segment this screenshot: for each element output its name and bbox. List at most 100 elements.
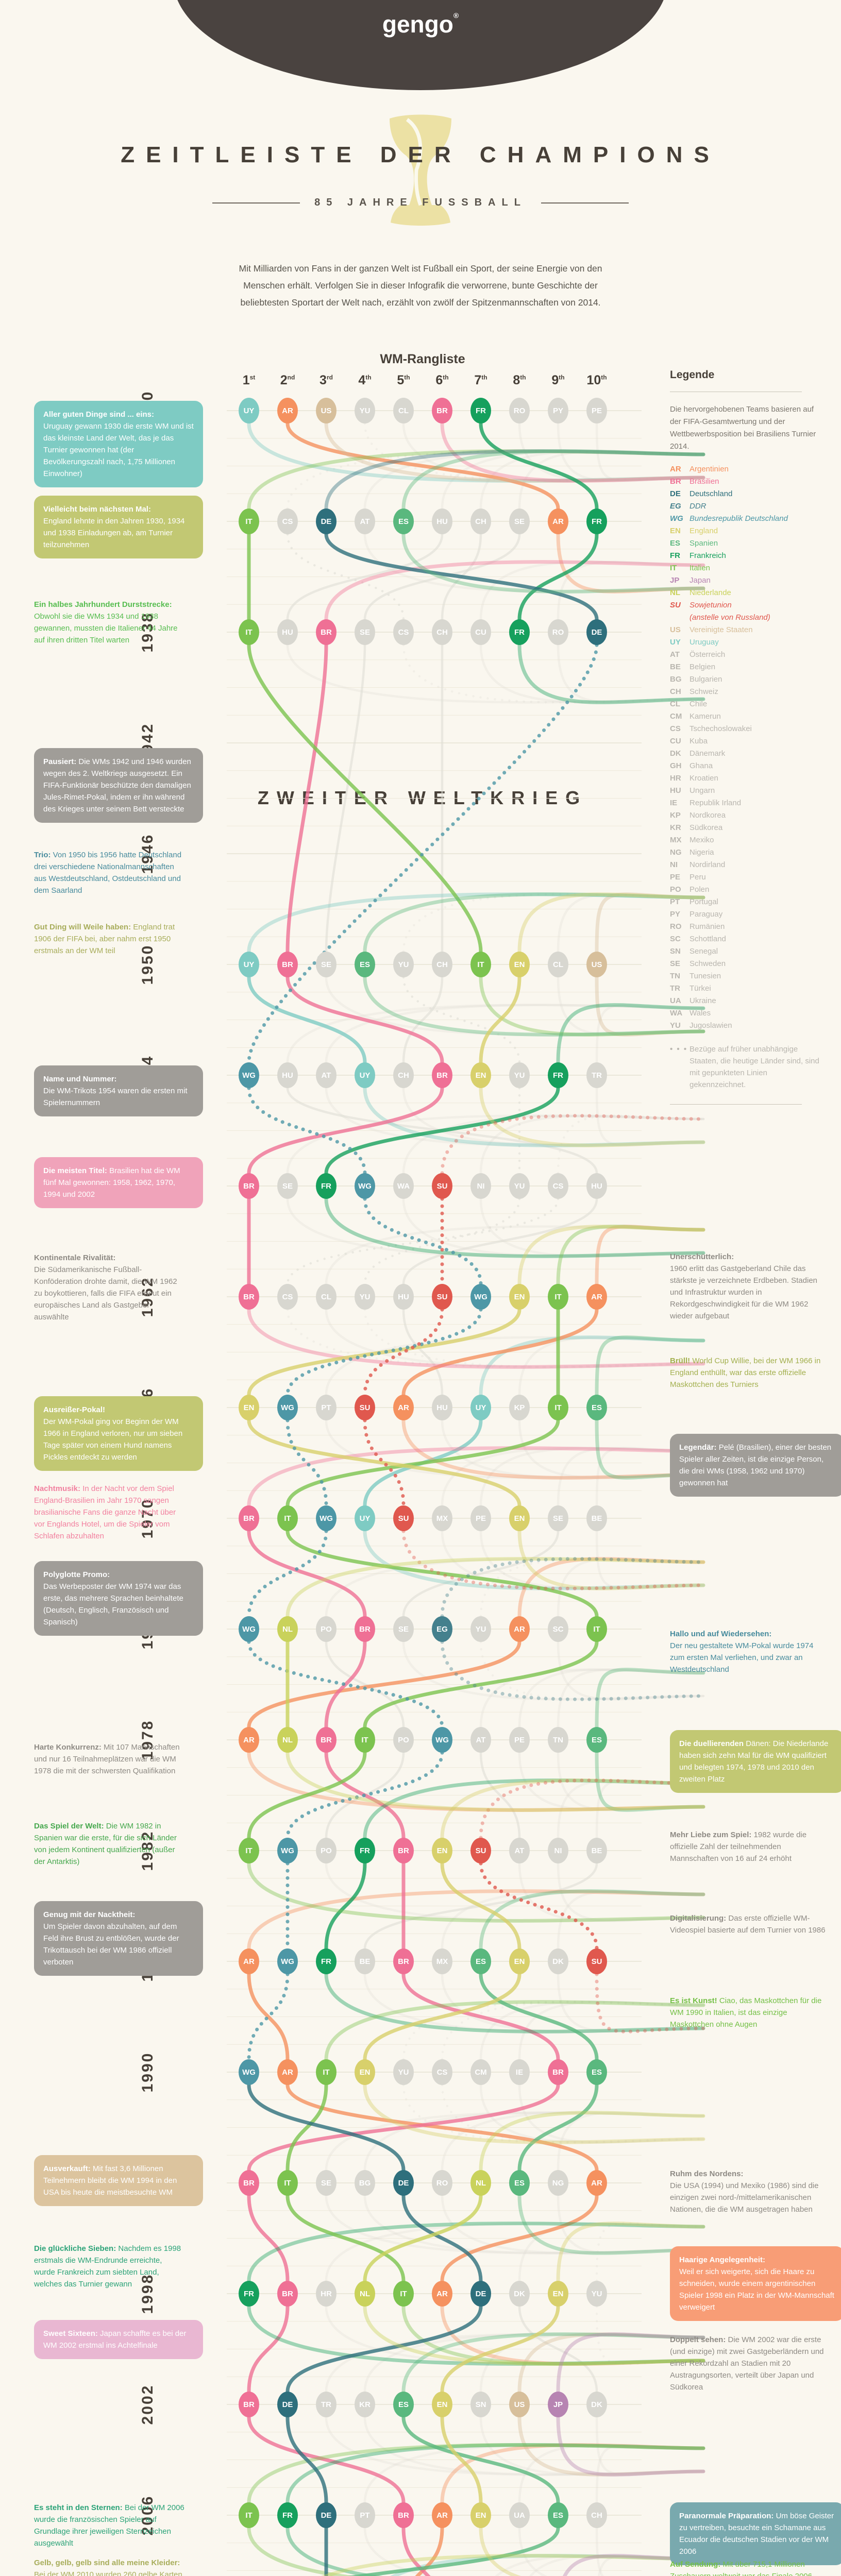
bubble-1966-AR	[393, 1395, 414, 1420]
bubble-2002-DE	[277, 2392, 298, 2417]
legend-country-name: Belgien	[689, 663, 716, 671]
bubble-label-1982-WG: WG	[281, 1846, 294, 1855]
line-AR	[440, 2443, 705, 2504]
bubble-2006-CH	[586, 2502, 607, 2528]
legend-country-name: Kuba	[689, 737, 708, 745]
bubble-label-1934-FR: FR	[592, 517, 602, 526]
bubble-1978-AT	[470, 1727, 491, 1753]
bubble-label-1950-ES: ES	[360, 960, 370, 969]
bubble-1986-FR	[316, 1948, 337, 1974]
bubble-label-2006-FR: FR	[282, 2511, 293, 2520]
legend-code: SU	[670, 601, 681, 609]
legend-item-IE: IE Republik Irland	[670, 797, 826, 809]
bubble-label-1994-NL: NL	[476, 2179, 486, 2188]
annotation-left-4: Trio: Von 1950 bis 1956 hatte Deutschlan…	[34, 849, 184, 896]
bubble-label-1938-CS: CS	[398, 628, 409, 637]
line-IT	[247, 449, 705, 511]
bubble-label-1938-FR: FR	[514, 628, 525, 637]
line-WG	[247, 1640, 444, 1729]
annotation-title: Es ist Kunst!	[670, 1996, 717, 2005]
legend-code: CL	[670, 700, 680, 708]
legend-country-name: Niederlande	[689, 588, 731, 597]
bubble-1966-KP	[509, 1395, 530, 1420]
bubble-label-2006-DE: DE	[321, 2511, 332, 2520]
bubble-1958-FR	[316, 1173, 337, 1199]
annotation-left-8: Kontinentale Rivalität: Die Südamerikanis…	[34, 1252, 184, 1323]
bubble-label-1994-NG: NG	[552, 2179, 564, 2188]
legend-country-name: Schottland	[689, 935, 726, 943]
line-FR	[363, 1778, 705, 1840]
bubble-1954-BR	[432, 1062, 452, 1088]
annotation-body: England trat 1906 der FIFA bei, aber nah…	[34, 923, 175, 955]
line-BR	[285, 975, 444, 1064]
line-IT	[324, 2000, 705, 2061]
line-AR	[247, 1640, 522, 1729]
annotation-title: Trio:	[34, 851, 51, 859]
legend-code: YU	[670, 1021, 681, 1030]
bubble-1974-SC	[548, 1616, 568, 1642]
gengo-logo-text: gengo	[382, 11, 453, 38]
annotation-right-12: Auf Sendung: Mit über 715,1 Millionen Zu…	[670, 2558, 826, 2576]
bubble-1958-YU	[509, 1173, 530, 1199]
bubble-1962-WG	[470, 1284, 491, 1310]
bubble-1978-NL	[277, 1727, 298, 1753]
bubble-1930-AR	[277, 398, 298, 423]
bubble-1934-AT	[355, 509, 375, 534]
line-AR	[401, 1308, 599, 1397]
annotation-left-19: Gelb, gelb, gelb sind alle meine Kleider…	[34, 2557, 184, 2576]
line-AR	[247, 1889, 705, 1951]
bubble-1970-MX	[432, 1505, 452, 1531]
annotation-right-0: Unerschütterlich: 1960 erlitt das Gastgeb…	[670, 1251, 826, 1322]
legend-country-name: Sowjetunion	[689, 601, 732, 609]
rank-header-3: 3rd	[319, 373, 333, 387]
legend-country-name: Kroatien	[689, 774, 718, 783]
bubble-label-1986-MX: MX	[436, 1957, 448, 1966]
legend-code: BG	[670, 675, 682, 684]
bubble-label-1982-PO: PO	[321, 1846, 332, 1855]
line-NL	[285, 1751, 705, 1812]
legend-code: EN	[670, 527, 681, 535]
line-MX	[441, 1973, 705, 2033]
bubble-1934-DE	[316, 509, 337, 534]
bubble-label-1958-CS: CS	[553, 1182, 564, 1191]
annotation-title: Harte Konkurrenz:	[34, 1743, 102, 1752]
bubble-1998-AR	[432, 2281, 452, 2307]
bubble-label-1970-EN: EN	[514, 1514, 525, 1523]
bubble-1962-CL	[316, 1284, 337, 1310]
bubble-label-1962-IT: IT	[554, 1293, 561, 1301]
line-WA	[402, 1114, 705, 1175]
line-EN	[363, 2083, 705, 2144]
line-HU	[286, 1004, 705, 1064]
legend-code: BE	[670, 663, 681, 671]
bubble-label-1950-IT: IT	[477, 960, 484, 969]
bubble-1950-BR	[277, 952, 298, 977]
bubble-1954-EN	[470, 1062, 491, 1088]
legend-code: PO	[670, 885, 681, 894]
bubble-1954-WG	[239, 1062, 259, 1088]
line-PE	[518, 1668, 705, 1728]
legend-country-name: Schweiz	[689, 687, 718, 696]
line-NL	[363, 2194, 483, 2283]
bubble-label-1950-EN: EN	[514, 960, 525, 969]
line-UY	[363, 1529, 705, 1590]
bubble-label-1954-CH: CH	[398, 1071, 409, 1080]
line-DK	[518, 2305, 598, 2393]
bubble-1982-BR	[393, 1838, 414, 1863]
bubble-label-1994-BR: BR	[243, 2179, 255, 2188]
annotation-body: Japan schaffte es bei der WM 2002 erstma…	[43, 2329, 187, 2350]
bubble-label-1938-CH: CH	[436, 628, 448, 637]
dotted-line-icon: • • •	[670, 1045, 688, 1054]
line-AR	[440, 2194, 599, 2283]
line-CH	[441, 533, 482, 621]
bubble-1974-NL	[277, 1616, 298, 1642]
registered-mark: ®	[453, 11, 459, 20]
line-TR	[325, 2416, 705, 2476]
bubble-1962-SU	[432, 1284, 452, 1310]
bubble-label-2006-EN: EN	[476, 2511, 486, 2520]
legend-country-name: Wales	[689, 1009, 711, 1018]
bubble-label-1978-BR: BR	[321, 1736, 332, 1744]
bubble-1930-YU	[355, 398, 375, 423]
annotation-title: Haarige Angelegenheit:	[679, 2256, 765, 2264]
line-PO	[325, 1640, 405, 1728]
legend-code: HR	[670, 774, 681, 783]
